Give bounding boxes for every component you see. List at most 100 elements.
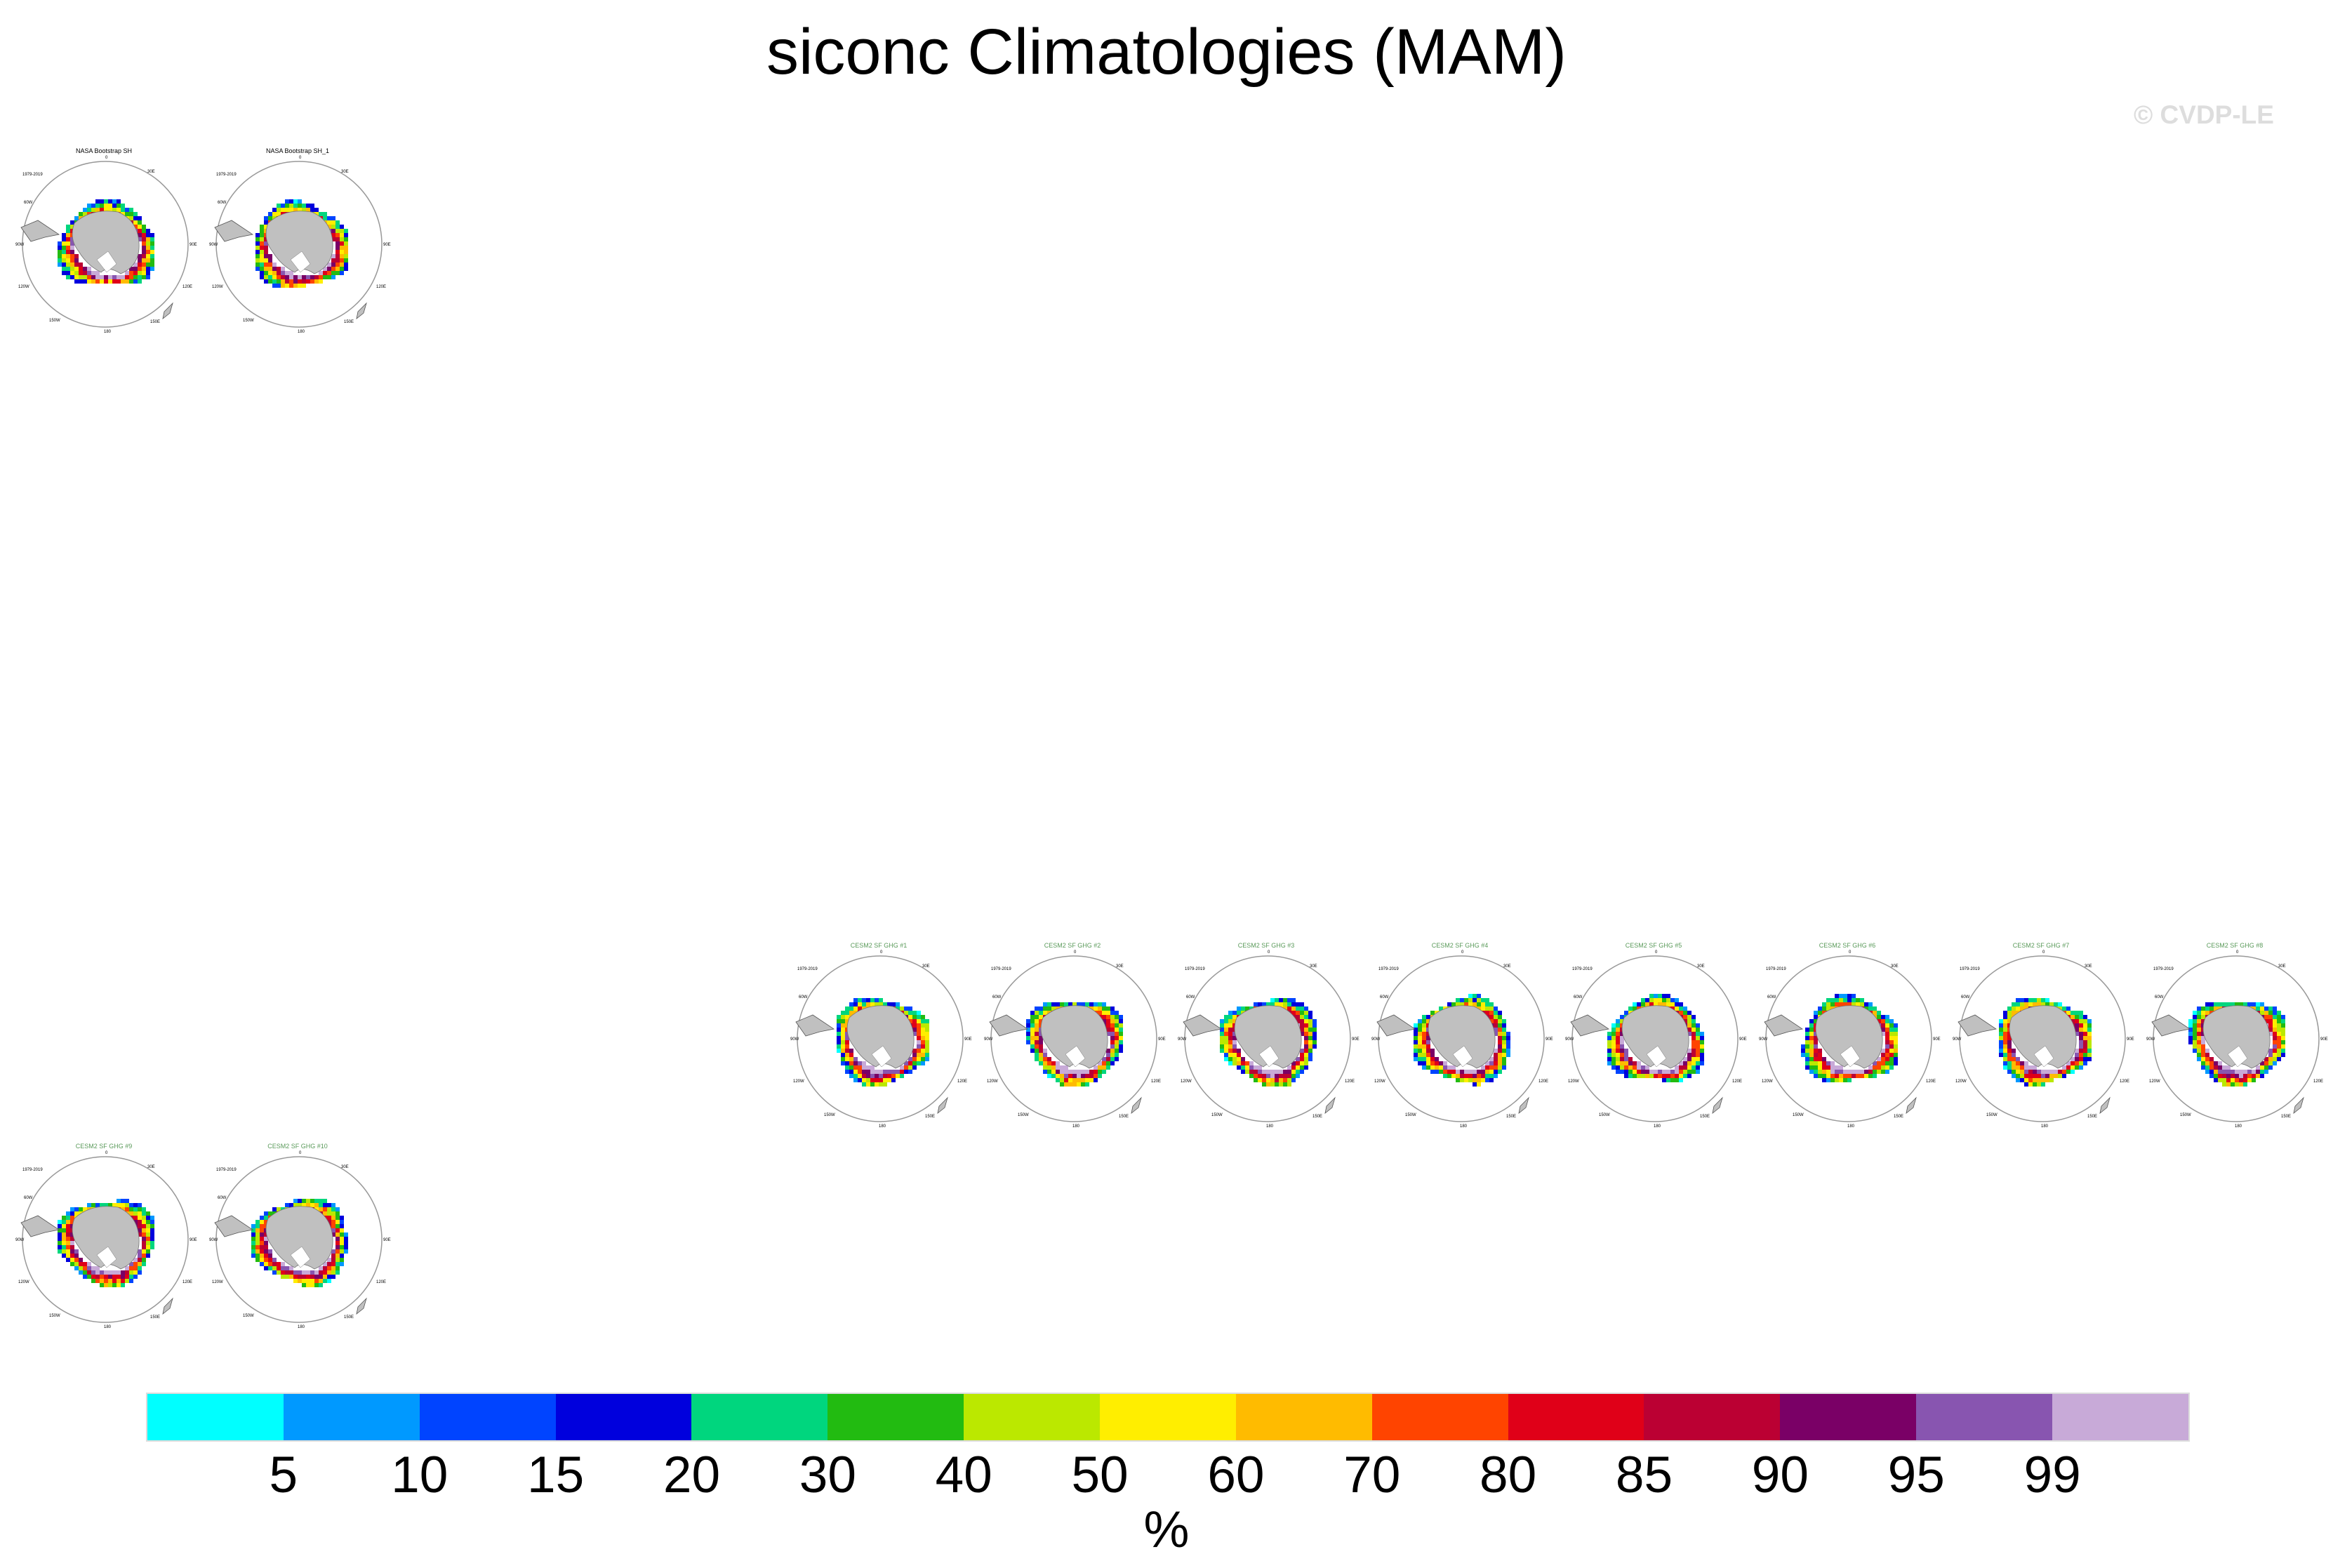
- sea-ice-cell: [1860, 1070, 1864, 1074]
- sea-ice-cell: [1822, 1065, 1826, 1070]
- sea-ice-cell: [1683, 1070, 1687, 1074]
- sea-ice-cell: [335, 241, 340, 246]
- sea-ice-cell: [2252, 1070, 2256, 1074]
- sea-ice-cell: [58, 263, 62, 267]
- sea-ice-cell: [1447, 1070, 1451, 1074]
- longitude-label: 60W: [218, 1196, 227, 1200]
- sea-ice-cell: [1814, 1074, 1818, 1078]
- sea-ice-cell: [1224, 1057, 1228, 1061]
- sea-ice-cell: [112, 1270, 117, 1275]
- sea-ice-cell: [2003, 1011, 2007, 1015]
- sea-ice-cell: [268, 1266, 272, 1270]
- sea-ice-cell: [1881, 1065, 1885, 1070]
- sea-ice-cell: [1885, 1015, 1889, 1019]
- sea-ice-cell: [1106, 1023, 1110, 1028]
- sea-ice-cell: [866, 1002, 870, 1006]
- sea-ice-cell: [255, 267, 260, 271]
- sea-ice-cell: [1456, 1002, 1460, 1006]
- sea-ice-cell: [2277, 1044, 2281, 1049]
- map-boundary-ring: [990, 955, 1157, 1122]
- sea-ice-cell: [1616, 1040, 1620, 1044]
- longitude-label: 180: [2235, 1124, 2242, 1129]
- longitude-label: 90W: [1565, 1037, 1574, 1042]
- longitude-label: 180: [104, 330, 112, 334]
- sea-ice-cell: [1228, 1061, 1232, 1065]
- sea-ice-cell: [2256, 1065, 2260, 1070]
- sea-ice-cell: [870, 1074, 875, 1078]
- sea-ice-cell: [142, 1211, 146, 1216]
- sea-ice-cell: [2079, 1053, 2083, 1057]
- sea-ice-cell: [1237, 1065, 1241, 1070]
- sea-ice-cell: [841, 1011, 845, 1015]
- longitude-label: 90W: [209, 243, 218, 247]
- longitude-label: 0: [1655, 950, 1658, 955]
- sea-ice-cell: [1414, 1053, 1418, 1057]
- sea-ice-cell: [1115, 1040, 1119, 1044]
- sea-ice-cell: [1254, 1002, 1258, 1006]
- sea-ice-cell: [1881, 1057, 1885, 1061]
- sea-ice-cell: [62, 1228, 66, 1233]
- sea-ice-cell: [1835, 998, 1839, 1002]
- sea-ice-cell: [1304, 1061, 1308, 1065]
- sea-ice-cell: [1616, 1028, 1620, 1032]
- sea-ice-cell: [1232, 1044, 1237, 1049]
- sea-ice-cell: [1607, 1053, 1611, 1057]
- panel-title: CESM2 SF GHG #3: [1238, 942, 1295, 949]
- longitude-label: 30E: [1697, 964, 1705, 969]
- sea-ice-cell: [1843, 1074, 1847, 1078]
- sea-ice-cell: [58, 1233, 62, 1237]
- sea-ice-cell: [1426, 1015, 1430, 1019]
- sea-ice-cell: [2045, 1070, 2049, 1074]
- sea-ice-cell: [2277, 1049, 2281, 1053]
- sea-ice-cell: [83, 208, 87, 212]
- sea-ice-cell: [1119, 1032, 1123, 1036]
- sea-ice-cell: [260, 1220, 264, 1224]
- sea-ice-cell: [104, 1275, 108, 1279]
- sea-ice-cell: [1662, 1074, 1666, 1078]
- sea-ice-cell: [2277, 1023, 2281, 1028]
- sea-ice-cell: [138, 1262, 142, 1266]
- colorbar-box: [827, 1394, 964, 1440]
- sea-ice-cell: [1414, 1057, 1418, 1061]
- sea-ice-cell: [1304, 1006, 1308, 1011]
- sea-ice-cell: [1809, 1044, 1814, 1049]
- sea-ice-cell: [1814, 1015, 1818, 1019]
- sea-ice-cell: [1679, 1011, 1683, 1015]
- sea-ice-cell: [1300, 1011, 1304, 1015]
- sea-ice-cell: [2041, 1074, 2045, 1078]
- sea-ice-cell: [845, 1053, 849, 1057]
- sea-ice-cell: [1477, 1070, 1481, 1074]
- sea-ice-cell: [1110, 1032, 1115, 1036]
- sea-ice-cell: [908, 1006, 912, 1011]
- longitude-label: 120E: [1345, 1079, 1355, 1084]
- sea-ice-cell: [142, 258, 146, 263]
- sea-ice-cell: [1679, 1006, 1683, 1011]
- longitude-label: 180: [298, 330, 305, 334]
- sea-ice-cell: [1847, 1070, 1852, 1074]
- sea-ice-cell: [1477, 1082, 1481, 1087]
- sea-ice-cell: [302, 1283, 306, 1287]
- sea-ice-cell: [1843, 1002, 1847, 1006]
- sea-ice-cell: [1864, 1070, 1868, 1074]
- sea-ice-cell: [1279, 1002, 1283, 1006]
- sea-ice-cell: [264, 1262, 268, 1266]
- sea-ice-cell: [281, 1262, 285, 1266]
- colorbar-tick-label: 85: [1615, 1447, 1673, 1503]
- sea-ice-cell: [1287, 1006, 1291, 1011]
- sea-ice-cell: [1275, 1078, 1279, 1082]
- sea-ice-cell: [1624, 1049, 1628, 1053]
- sea-ice-cell: [1072, 1070, 1077, 1074]
- sea-ice-cell: [268, 254, 272, 258]
- sea-ice-cell: [1485, 1006, 1489, 1011]
- new-zealand-landmass: [162, 302, 173, 319]
- sea-ice-cell: [70, 225, 74, 229]
- sea-ice-cell: [1889, 1028, 1894, 1032]
- sea-ice-cell: [129, 1275, 133, 1279]
- sea-ice-cell: [117, 1275, 121, 1279]
- sea-ice-cell: [875, 1074, 879, 1078]
- sea-ice-cell: [1098, 1011, 1102, 1015]
- sea-ice-cell: [129, 1266, 133, 1270]
- sea-ice-cell: [1115, 1049, 1119, 1053]
- sea-ice-cell: [891, 1070, 896, 1074]
- sea-ice-cell: [314, 1203, 319, 1207]
